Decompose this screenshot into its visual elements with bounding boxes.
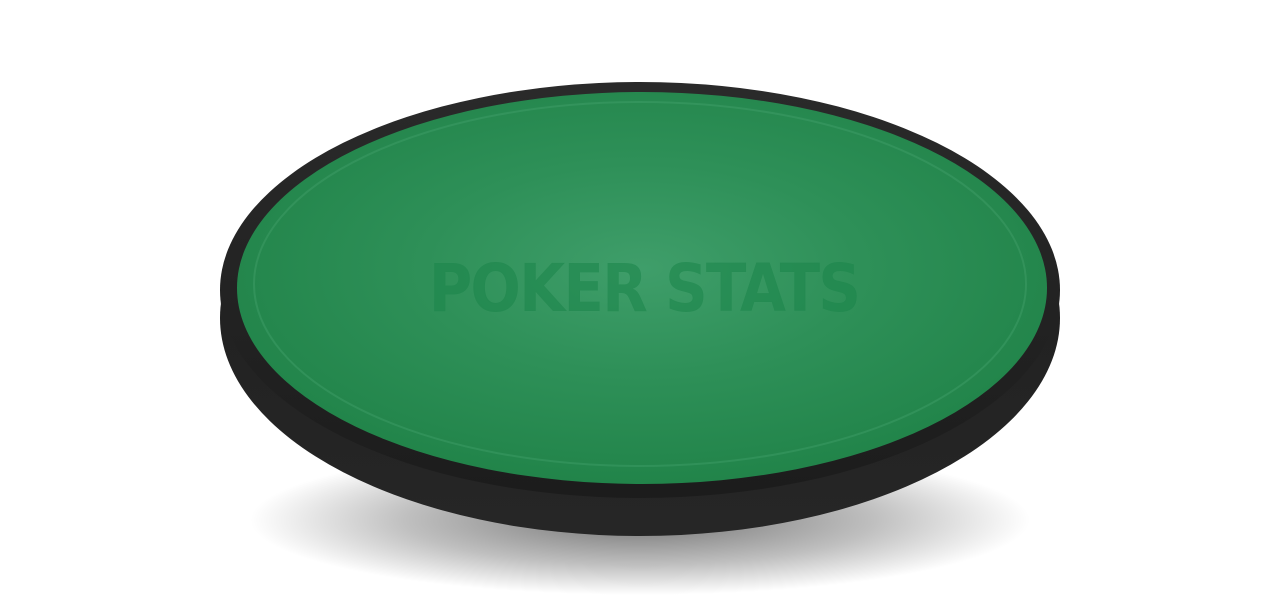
table-felt [237, 92, 1047, 484]
table-inner-line [253, 101, 1027, 467]
